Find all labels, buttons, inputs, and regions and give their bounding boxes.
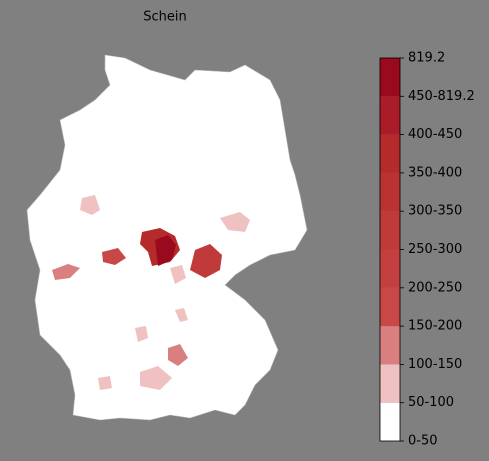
region: [170, 265, 186, 284]
colorbar-label: 400-450: [408, 127, 462, 142]
region: [102, 248, 126, 265]
colorbar-label: 0-50: [408, 434, 438, 449]
colorbar-band: [380, 402, 400, 441]
region: [140, 366, 172, 390]
region: [168, 344, 188, 366]
colorbar-label: 50-100: [408, 395, 454, 410]
region: [220, 212, 250, 232]
region: [52, 264, 80, 280]
colorbar-label: 250-300: [408, 242, 462, 257]
colorbar-label: 200-250: [408, 280, 462, 295]
colorbar-band: [380, 287, 400, 327]
colorbar-label: 100-150: [408, 357, 462, 372]
colorbar-band: [380, 249, 400, 288]
map-title: Schein: [143, 10, 187, 25]
colorbar-band: [380, 134, 400, 173]
region: [190, 244, 222, 278]
colorbar-band: [380, 172, 400, 212]
colorbar-label: 300-350: [408, 204, 462, 219]
colorbar-label: 350-400: [408, 165, 462, 180]
region: [80, 195, 100, 215]
region: [135, 326, 148, 342]
region: [98, 376, 112, 390]
region: [175, 308, 188, 322]
colorbar-band: [380, 211, 400, 250]
germany-map: [26, 54, 308, 421]
region: [155, 235, 176, 266]
colorbar-label: 450-819.2: [408, 89, 475, 104]
colorbar-band: [380, 364, 400, 403]
colorbar-band: [380, 326, 400, 365]
colorbar-label: 150-200: [408, 319, 462, 334]
colorbar-label: 819.2: [408, 51, 445, 66]
colorbar-band: [380, 96, 400, 135]
colorbar-band: [380, 58, 400, 97]
colorbar: 0-50 50-100 100-150 150-200 200-250 250-300 30…: [379, 51, 475, 449]
